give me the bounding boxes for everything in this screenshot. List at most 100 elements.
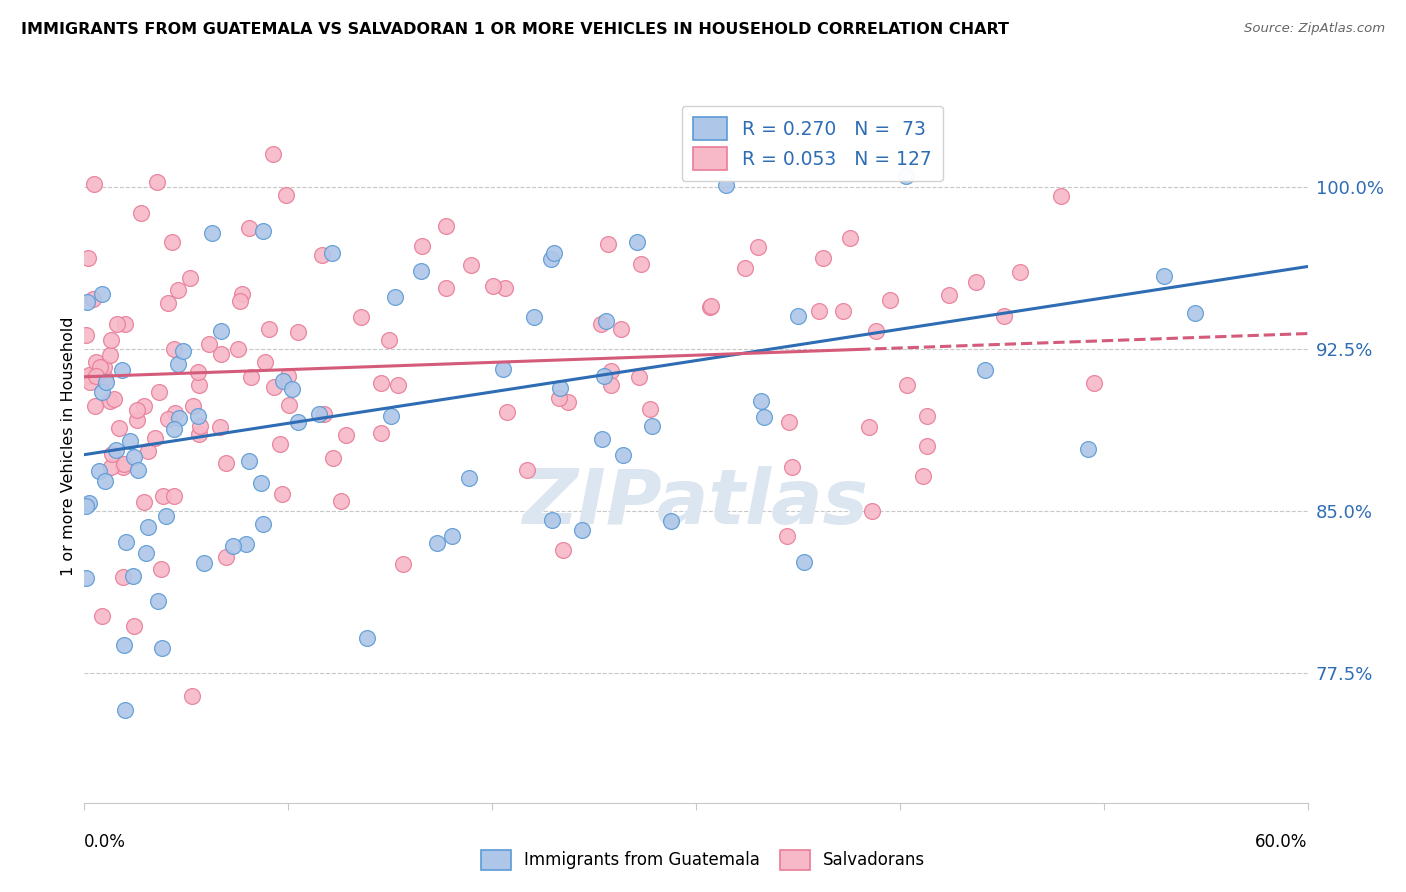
- Point: [209, 420, 232, 434]
- Point: [380, 409, 402, 424]
- Point: [103, 392, 125, 406]
- Point: [356, 631, 378, 645]
- Point: [974, 362, 997, 376]
- Point: [149, 562, 172, 576]
- Point: [127, 412, 149, 426]
- Point: [100, 334, 122, 348]
- Point: [749, 393, 772, 408]
- Point: [152, 489, 174, 503]
- Point: [860, 503, 883, 517]
- Point: [98, 393, 121, 408]
- Point: [714, 178, 737, 192]
- Point: [82, 292, 104, 306]
- Point: [548, 381, 571, 395]
- Point: [314, 408, 336, 422]
- Point: [610, 322, 633, 336]
- Point: [75, 571, 97, 585]
- Point: [434, 281, 457, 295]
- Point: [101, 446, 124, 460]
- Point: [543, 246, 565, 260]
- Point: [322, 450, 344, 465]
- Point: [896, 377, 918, 392]
- Point: [111, 362, 134, 376]
- Point: [311, 248, 333, 262]
- Point: [1083, 376, 1105, 390]
- Point: [114, 702, 136, 716]
- Point: [411, 238, 433, 252]
- Point: [839, 231, 862, 245]
- Point: [135, 546, 157, 560]
- Point: [238, 454, 260, 468]
- Point: [734, 260, 756, 275]
- Point: [127, 403, 149, 417]
- Point: [166, 357, 188, 371]
- Point: [228, 342, 250, 356]
- Point: [370, 426, 392, 441]
- Point: [308, 407, 330, 421]
- Point: [187, 365, 209, 379]
- Point: [786, 309, 808, 323]
- Point: [235, 537, 257, 551]
- Point: [201, 227, 224, 241]
- Point: [440, 529, 463, 543]
- Point: [84, 399, 107, 413]
- Point: [250, 475, 273, 490]
- Point: [155, 508, 177, 523]
- Point: [1010, 265, 1032, 279]
- Point: [214, 456, 236, 470]
- Point: [238, 220, 260, 235]
- Point: [150, 640, 173, 655]
- Point: [252, 225, 274, 239]
- Point: [104, 442, 127, 457]
- Point: [276, 187, 298, 202]
- Point: [776, 529, 799, 543]
- Point: [865, 324, 887, 338]
- Point: [599, 364, 621, 378]
- Point: [458, 471, 481, 485]
- Point: [79, 375, 101, 389]
- Point: [112, 457, 135, 471]
- Point: [129, 206, 152, 220]
- Point: [321, 246, 343, 260]
- Point: [146, 594, 169, 608]
- Point: [91, 287, 114, 301]
- Point: [231, 287, 253, 301]
- Point: [911, 469, 934, 483]
- Point: [148, 385, 170, 400]
- Point: [592, 369, 614, 384]
- Point: [143, 431, 166, 445]
- Point: [181, 690, 204, 704]
- Point: [122, 568, 145, 582]
- Point: [76, 294, 98, 309]
- Point: [239, 370, 262, 384]
- Point: [426, 536, 449, 550]
- Point: [553, 542, 575, 557]
- Point: [222, 539, 245, 553]
- Point: [94, 375, 117, 389]
- Point: [894, 169, 917, 183]
- Point: [188, 378, 211, 392]
- Point: [626, 235, 648, 249]
- Point: [215, 549, 238, 564]
- Point: [112, 638, 135, 652]
- Point: [163, 490, 186, 504]
- Point: [83, 177, 105, 191]
- Point: [612, 448, 634, 462]
- Point: [492, 361, 515, 376]
- Point: [136, 443, 159, 458]
- Point: [263, 380, 285, 394]
- Point: [91, 385, 114, 400]
- Point: [378, 334, 401, 348]
- Point: [122, 619, 145, 633]
- Point: [94, 371, 117, 385]
- Point: [638, 402, 661, 417]
- Point: [198, 337, 221, 351]
- Point: [75, 328, 97, 343]
- Point: [209, 347, 232, 361]
- Point: [993, 310, 1015, 324]
- Point: [496, 405, 519, 419]
- Point: [209, 325, 232, 339]
- Point: [115, 535, 138, 549]
- Point: [270, 487, 292, 501]
- Text: 60.0%: 60.0%: [1256, 833, 1308, 851]
